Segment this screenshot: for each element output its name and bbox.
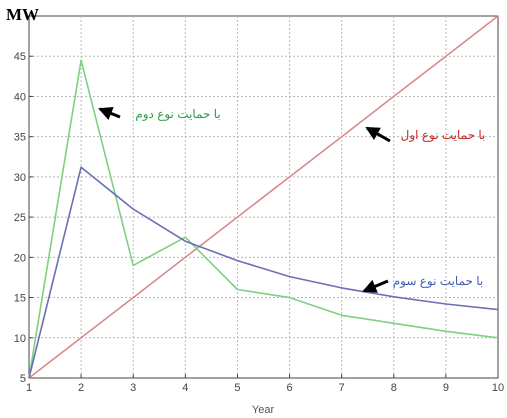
x-tick-label: 4 [182, 382, 188, 394]
series-line-type1 [28, 15, 499, 379]
y-tick-label: 5 [20, 373, 26, 385]
annotation-label-type3: با حمایت نوع سوم [393, 274, 484, 288]
x-tick-label: 1 [26, 382, 32, 394]
x-tick-label: 10 [492, 382, 504, 394]
y-tick-label: 10 [14, 333, 26, 345]
y-tick-label: 25 [14, 212, 26, 224]
y-tick-label: 35 [14, 132, 26, 144]
y-tick-label: 45 [14, 51, 26, 63]
annotation-arrowhead-type1 [365, 127, 381, 140]
y-tick-label: 30 [14, 172, 26, 184]
x-tick-label: 2 [78, 382, 84, 394]
x-tick-label: 9 [443, 382, 449, 394]
x-tick-label: 8 [391, 382, 397, 394]
x-tick-label: 5 [234, 382, 240, 394]
grid [29, 16, 498, 378]
annotation-label-type1: با حمایت نوع اول [401, 128, 486, 142]
annotation-arrowhead-type3 [362, 279, 378, 293]
x-axis-title: Year [252, 404, 275, 416]
y-axis-title: MW [6, 5, 39, 24]
annotation-label-type2: با حمایت نوع دوم [135, 107, 220, 121]
series-line-type3 [28, 166, 499, 379]
series-annotations: با حمایت نوع اول با حمایت نوع دوم با حمایت… [98, 107, 485, 293]
y-axis-ticks: 5 10 15 20 25 30 35 40 45 [14, 51, 33, 385]
x-tick-label: 7 [339, 382, 345, 394]
annotation-arrowhead-type2 [98, 107, 114, 120]
series-line-type2 [28, 59, 499, 379]
y-tick-label: 15 [14, 293, 26, 305]
x-tick-label: 3 [130, 382, 136, 394]
y-tick-label: 20 [14, 252, 26, 264]
y-tick-label: 40 [14, 91, 26, 103]
series-lines [28, 15, 499, 379]
x-tick-label: 6 [286, 382, 292, 394]
